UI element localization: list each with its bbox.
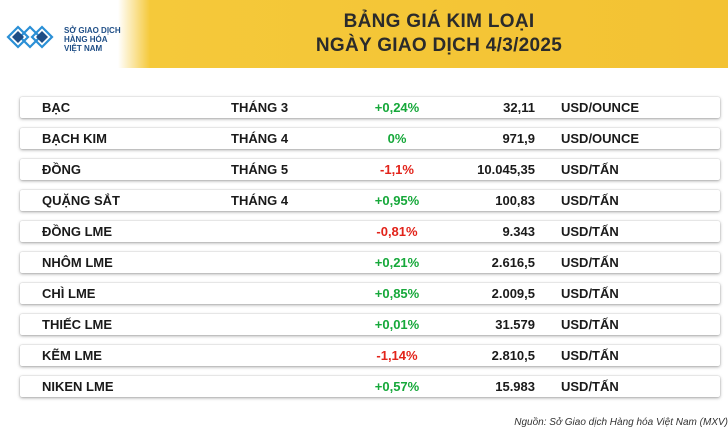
price-value: 971,9 [502,131,535,146]
price-change: -1,14% [376,348,418,363]
price-value: 2.009,5 [491,286,535,301]
title-line-1: BẢNG GIÁ KIM LOẠI [343,11,535,32]
price-change: 0% [387,131,407,146]
price-value: 31.579 [495,317,535,332]
metal-name: ĐỒNG [42,162,81,177]
price-value: 10.045,35 [477,162,535,177]
table-row: KẼM LME -1,14% 2.810,5 USD/TẤN [20,345,720,366]
price-value: 100,83 [495,193,535,208]
table-row: ĐỒNG THÁNG 5 -1,1% 10.045,35 USD/TẤN [20,159,720,180]
price-unit: USD/TẤN [561,348,619,363]
metal-name: THIẾC LME [42,317,113,332]
price-unit: USD/OUNCE [561,131,640,146]
metal-name: KẼM LME [42,348,102,363]
table-row: THIẾC LME +0,01% 31.579 USD/TẤN [20,314,720,335]
price-unit: USD/TẤN [561,224,619,239]
price-unit: USD/TẤN [561,193,619,208]
price-change: +0,01% [374,317,420,332]
contract-month: THÁNG 5 [231,162,289,177]
price-value: 15.983 [495,379,535,394]
page-title: BẢNG GIÁ KIM LOẠI NGÀY GIAO DỊCH 4/3/202… [150,10,728,58]
price-change: +0,85% [374,286,420,301]
table-row: ĐỒNG LME -0,81% 9.343 USD/TẤN [20,221,720,242]
price-value: 2.810,5 [491,348,535,363]
contract-month: THÁNG 3 [231,100,289,115]
metal-name: NIKEN LME [42,379,114,394]
price-change: +0,21% [374,255,420,270]
mxv-logo: SỞ GIAO DỊCH HÀNG HÓA VIỆT NAM [6,20,121,60]
price-change: +0,24% [374,100,420,115]
logo-line-1: SỞ GIAO DỊCH [64,26,121,35]
price-unit: USD/OUNCE [561,100,640,115]
price-change: -0,81% [376,224,418,239]
metal-name: CHÌ LME [42,286,96,301]
table-row: NHÔM LME +0,21% 2.616,5 USD/TẤN [20,252,720,273]
metal-name: BẠC [42,100,71,115]
price-table: BẠC THÁNG 3 +0,24% 32,11 USD/OUNCE BẠCH KIM TH… [20,97,720,407]
price-value: 9.343 [502,224,535,239]
price-change: +0,95% [374,193,420,208]
table-row: NIKEN LME +0,57% 15.983 USD/TẤN [20,376,720,397]
price-unit: USD/TẤN [561,379,619,394]
table-row: CHÌ LME +0,85% 2.009,5 USD/TẤN [20,283,720,304]
logo-line-3: VIỆT NAM [64,44,103,53]
metal-name: QUẶNG SẮT [42,193,120,208]
price-change: +0,57% [374,379,420,394]
price-change: -1,1% [380,162,414,177]
table-row: BẠCH KIM THÁNG 4 0% 971,9 USD/OUNCE [20,128,720,149]
table-row: BẠC THÁNG 3 +0,24% 32,11 USD/OUNCE [20,97,720,118]
logo-line-2: HÀNG HÓA [64,35,108,44]
mxv-logo-icon [6,25,54,49]
metal-name: NHÔM LME [42,255,113,270]
metal-name: BẠCH KIM [42,131,107,146]
price-unit: USD/TẤN [561,286,619,301]
price-unit: USD/TẤN [561,255,619,270]
title-line-2: NGÀY GIAO DỊCH 4/3/2025 [315,35,563,56]
logo-text: SỞ GIAO DỊCH HÀNG HÓA VIỆT NAM [64,26,121,53]
price-value: 32,11 [503,100,535,115]
table-row: QUẶNG SẮT THÁNG 4 +0,95% 100,83 USD/TẤN [20,190,720,211]
price-unit: USD/TẤN [561,317,619,332]
source-note: Nguồn: Sở Giao dịch Hàng hóa Việt Nam (M… [514,417,728,428]
contract-month: THÁNG 4 [231,131,289,146]
header-banner: SỞ GIAO DỊCH HÀNG HÓA VIỆT NAM BẢNG GIÁ … [0,0,728,68]
metal-name: ĐỒNG LME [42,224,113,239]
price-unit: USD/TẤN [561,162,619,177]
contract-month: THÁNG 4 [231,193,289,208]
price-value: 2.616,5 [491,255,535,270]
